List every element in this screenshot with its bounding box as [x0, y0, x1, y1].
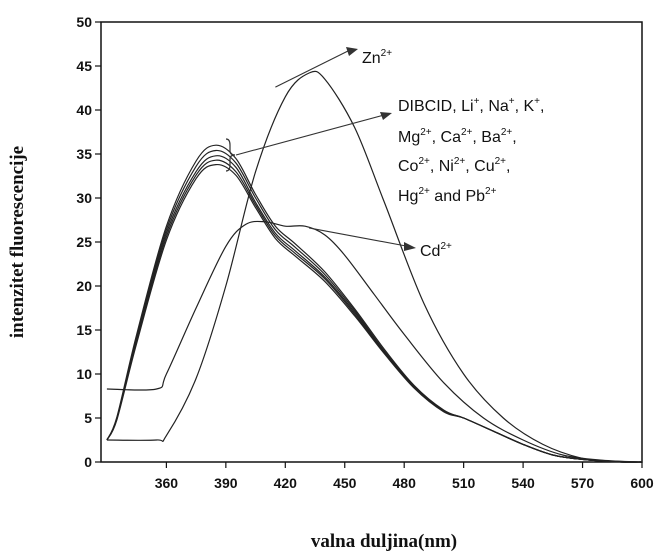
x-tick-labels: 360 390 420 450 480 510 540 570 600	[155, 462, 654, 491]
series-co2-line	[106, 159, 643, 463]
annotation-ion-group-line: DIBCID, Li+​, Na+​, K+​,	[398, 96, 544, 115]
x-tick-label: 600	[630, 475, 654, 491]
ion-group-arrowhead	[380, 112, 392, 120]
x-tick-label: 480	[393, 475, 417, 491]
y-tick-label: 25	[76, 234, 92, 250]
y-tick-label: 5	[84, 410, 92, 426]
y-axis-title: intenzitet fluorescencije	[7, 146, 28, 338]
cd-arrow	[308, 227, 407, 247]
x-axis-title: valna duljina(nm)	[311, 531, 457, 552]
ion-group-brace	[225, 138, 236, 172]
annotation-zn: Zn2+​	[362, 48, 392, 67]
zn-arrow	[275, 50, 349, 88]
y-tick-labels: 0 5 10 15 20 25 30 35 40 45 50	[76, 14, 101, 470]
x-tick-label: 510	[452, 475, 476, 491]
x-tick-label: 360	[155, 475, 179, 491]
series-cd2-line	[106, 220, 643, 463]
y-tick-label: 35	[76, 146, 92, 162]
y-tick-label: 30	[76, 190, 92, 206]
zn-arrowhead	[346, 47, 358, 56]
y-tick-label: 15	[76, 322, 92, 338]
y-tick-label: 45	[76, 58, 92, 74]
curves	[106, 70, 643, 463]
y-tick-label: 20	[76, 278, 92, 294]
annotation-ion-group-line: Mg2+​, Ca2+​, Ba2+​,	[398, 127, 517, 146]
plot-frame	[100, 21, 643, 463]
series-hg2-line	[106, 163, 643, 463]
x-tick-label: 450	[333, 475, 357, 491]
annotation-ion-group-line: Co2+​, Ni2+​, Cu2+​,	[398, 156, 510, 175]
series-li-line	[106, 149, 643, 463]
y-tick-label: 10	[76, 366, 92, 382]
x-tick-label: 540	[511, 475, 535, 491]
annotation-cd: Cd2+​	[420, 241, 452, 260]
y-tick-label: 40	[76, 102, 92, 118]
annotation-ion-group-line: Hg2+​ and Pb2+​	[398, 186, 497, 205]
cd-arrowhead	[404, 242, 416, 251]
ion-group-arrow	[235, 114, 385, 156]
plot-area	[100, 21, 643, 463]
x-tick-label: 570	[571, 475, 595, 491]
y-tick-label: 50	[76, 14, 92, 30]
series-zn2-line	[106, 70, 643, 463]
series-dibcid-line	[106, 155, 643, 463]
y-tick-label: 0	[84, 454, 92, 470]
x-tick-label: 390	[214, 475, 238, 491]
x-tick-label: 420	[274, 475, 298, 491]
annotations: Zn2+​ DIBCID, Li+​, Na+​, K+​, Mg2+​, Ca2+…	[225, 47, 544, 260]
